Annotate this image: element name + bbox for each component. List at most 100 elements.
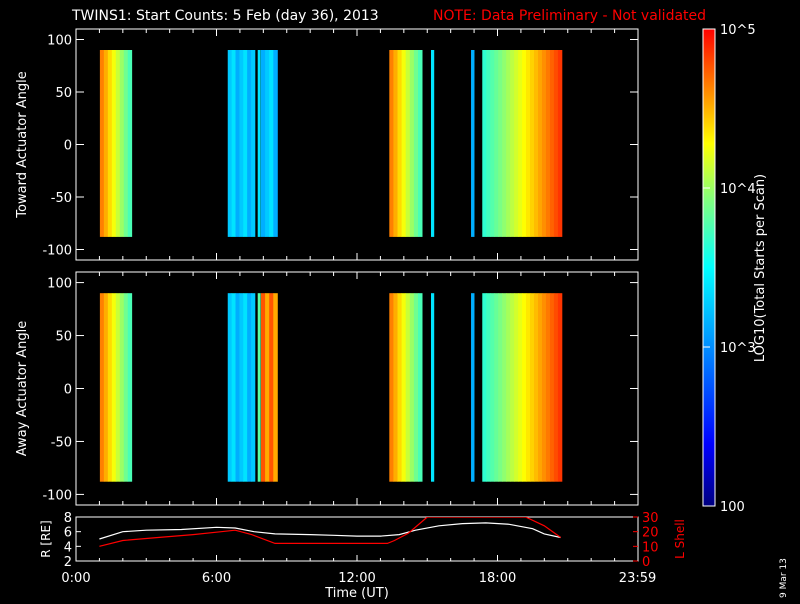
data-band [261,50,278,237]
heatmap-cell-strip [522,50,526,237]
heatmap-cell-strip [546,293,550,482]
heatmap-cell-strip [482,50,486,237]
heatmap-cell-strip [514,50,518,237]
heatmap-cell-strip [550,50,554,237]
heatmap-cell-strip [265,293,270,482]
heatmap-cell-strip [247,293,251,482]
heatmap-cell-strip [482,293,486,482]
heatmap-cell-strip [406,293,411,482]
data-band [258,293,261,482]
x-axis-label: Time (UT) [324,586,389,600]
heatmap-cell-strip [261,50,266,237]
x-tick-label: 12:00 [338,571,375,586]
heatmap-cell-strip [273,293,278,482]
heatmap-cell-strip [554,50,558,237]
heatmap-cell-strip [124,50,128,237]
y-tick-label: 50 [55,330,72,345]
data-band [228,50,256,237]
heatmap-cell-strip [502,293,506,482]
heatmap-cell-strip [418,50,423,237]
colorbar-label: LOG10(Total Starts per Scan) [753,174,768,362]
heatmap-cell-strip [261,293,266,482]
x-tick-label: 23:59 [619,571,656,586]
data-band [389,293,422,482]
data-band [431,50,434,237]
heatmap-cell-strip [530,50,534,237]
heatmap-cell-strip [128,293,132,482]
heatmap-cell-strip [498,293,502,482]
heatmap-cell-strip [100,50,104,237]
heatmap-cell-strip [534,293,538,482]
heatmap-cell-strip [258,50,261,237]
date-stamp: 9 Mar 13 [779,558,789,598]
heatmap-cell-strip [393,50,398,237]
x-tick-label: 6:00 [202,571,231,586]
heatmap-cell-strip [526,50,530,237]
data-band [482,293,562,482]
y-tick-label: -50 [51,191,72,206]
heatmap-cell-strip [398,293,403,482]
y-tick-label: 100 [47,34,72,49]
heatmap-cell-strip [108,293,112,482]
y-tick-label: -100 [42,488,72,503]
heatmap-cell-strip [112,50,116,237]
heatmap-cell-strip [538,50,542,237]
heatmap-cell-strip [120,293,124,482]
heatmap-cell-strip [402,50,407,237]
lshell-series-line [99,517,560,546]
heatmap-cell-strip [243,293,247,482]
heatmap-cell-strip [526,293,530,482]
data-band [389,50,422,237]
y-axis-label: Away Actuator Angle [15,321,30,456]
right-y-tick-label: 10 [642,540,659,555]
data-band [482,50,562,237]
heatmap-cell-strip [120,50,124,237]
heatmap-cell-strip [108,50,112,237]
heatmap-cell-strip [232,293,236,482]
heatmap-cell-strip [398,50,403,237]
data-band [261,293,278,482]
heatmap-cell-strip [236,293,240,482]
heatmap-cell-strip [269,293,274,482]
heatmap-cell-strip [273,50,278,237]
heatmap-cell-strip [269,50,274,237]
heatmap-cell-strip [116,293,120,482]
left-y-tick-label: 4 [64,540,72,555]
heatmap-cell-strip [471,50,474,237]
heatmap-cell-strip [228,50,232,237]
heatmap-cell-strip [112,293,116,482]
y-tick-label: 50 [55,86,72,101]
heatmap-cell-strip [506,50,510,237]
heatmap-cell-strip [530,293,534,482]
chart-title: TWINS1: Start Counts: 5 Feb (day 36), 20… [71,8,379,24]
heatmap-cell-strip [418,293,423,482]
right-y-tick-label: 30 [642,511,659,526]
heatmap-cell-strip [239,50,243,237]
heatmap-cell-strip [247,50,251,237]
heatmap-cell-strip [542,293,546,482]
colorbar-tick-label: 10^3 [720,341,756,356]
heatmap-cell-strip [518,50,522,237]
heatmap-cell-strip [546,50,550,237]
heatmap-cell-strip [494,293,498,482]
right-y-tick-label: 20 [642,526,659,541]
y-axis-label: Toward Actuator Angle [15,71,30,218]
heatmap-cell-strip [104,293,108,482]
heatmap-cell-strip [486,50,490,237]
heatmap-cell-strip [534,50,538,237]
heatmap-cell-strip [431,293,434,482]
heatmap-cell-strip [542,50,546,237]
heatmap-cell-strip [410,50,415,237]
data-band [100,293,132,482]
left-y-tick-label: 6 [64,526,72,541]
heatmap-cell-strip [393,293,398,482]
heatmap-cell-strip [498,50,502,237]
data-band [100,50,132,237]
heatmap-cell-strip [518,293,522,482]
heatmap-cell-strip [251,293,255,482]
right-y-tick-label: 0 [642,555,650,570]
heatmap-cell-strip [550,293,554,482]
